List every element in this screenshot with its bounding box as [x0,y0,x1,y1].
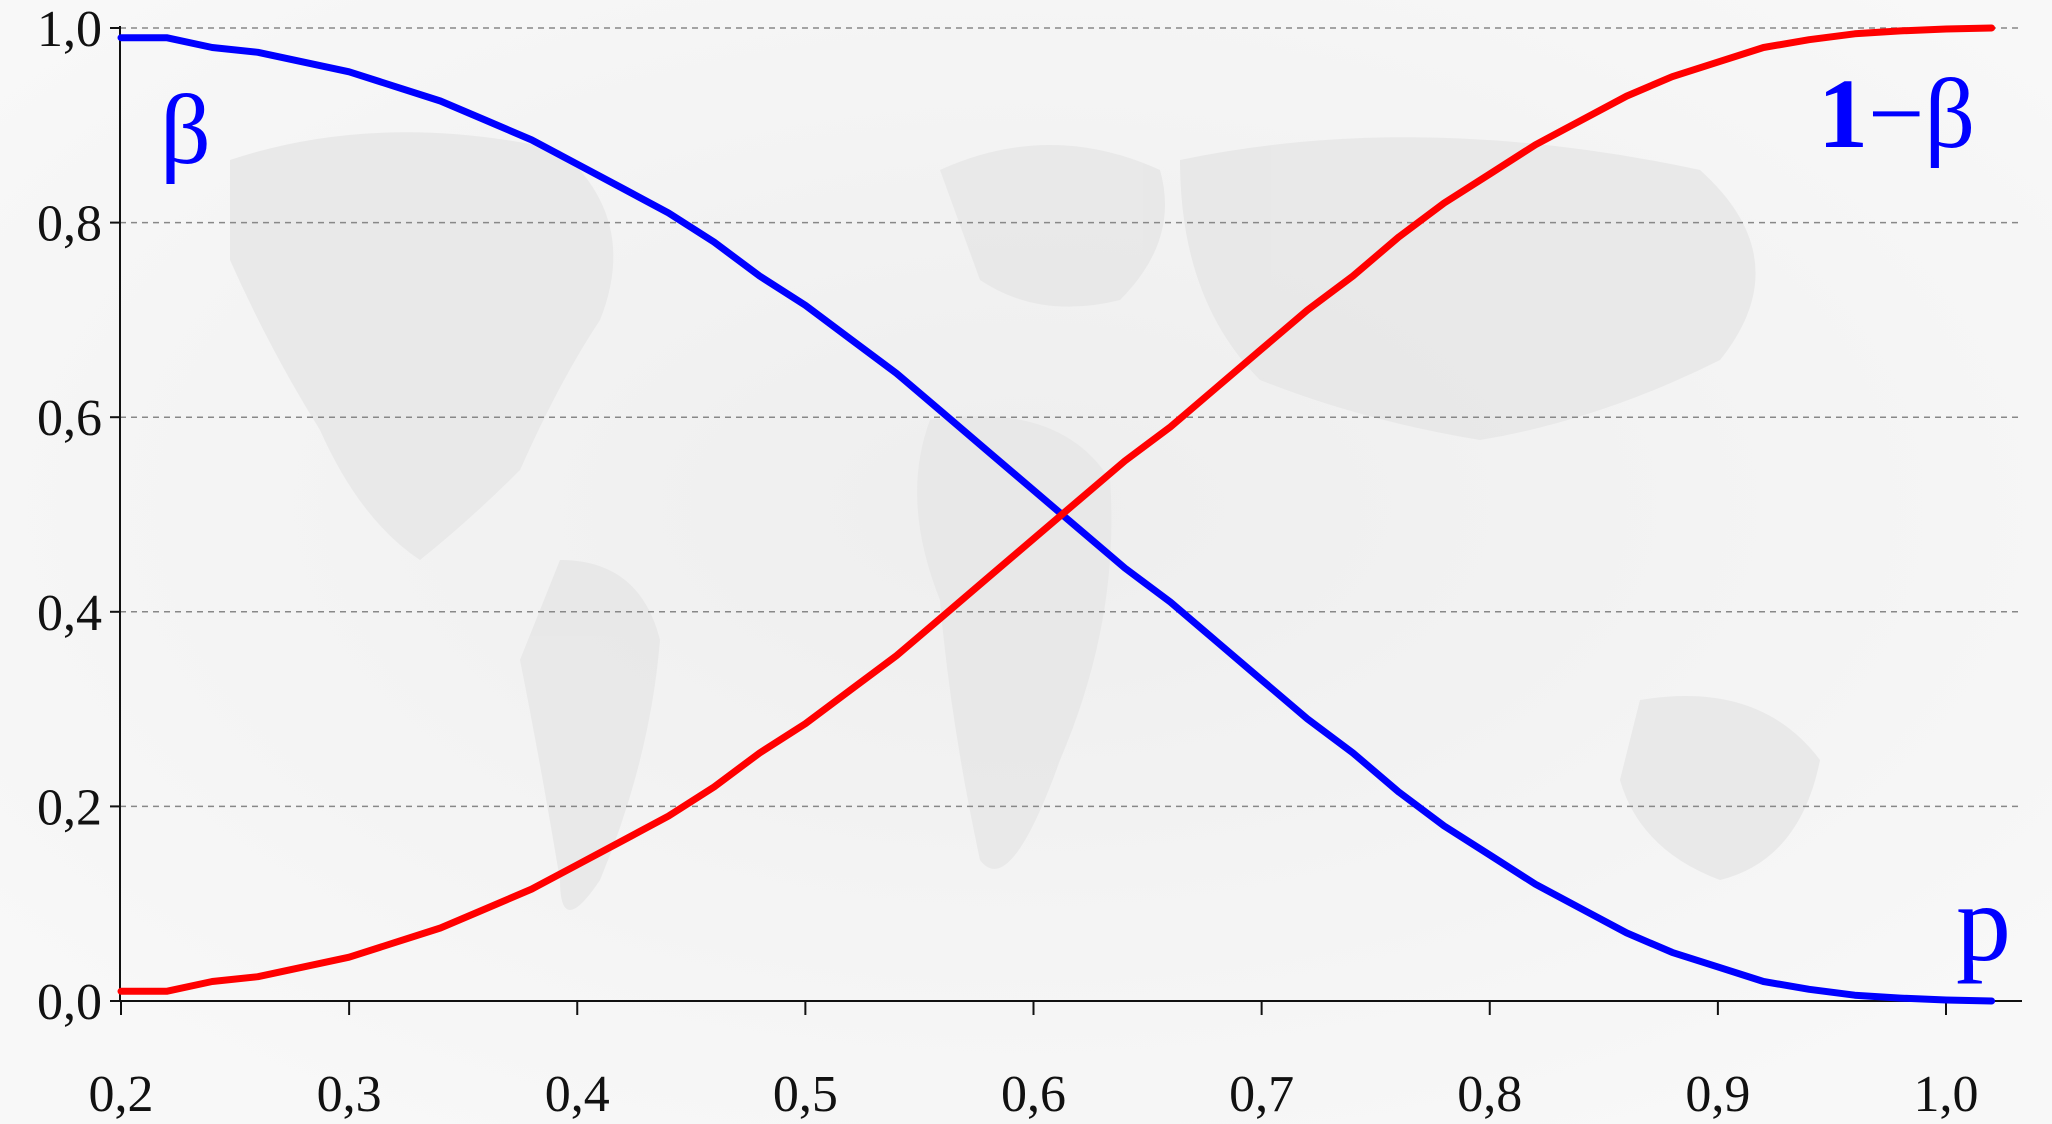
x-tick-label-6: 0,8 [1457,1066,1522,1123]
series-line-beta [117,34,1996,1005]
y-tick-label-5: 1,0 [37,1,102,58]
x-tick-label-2: 0,4 [545,1066,610,1123]
series-layer [117,24,1996,1005]
x-tick-label-3: 0,5 [773,1066,838,1123]
x-axis-ticks: 0,2 0,3 0,4 0,5 0,6 0,7 0,8 0,9 1,0 [89,1001,1979,1123]
x-tick-label-5: 0,7 [1229,1066,1294,1123]
grid-lines [120,27,2022,808]
beta-label: β [160,74,211,185]
x-tick-label-4: 0,6 [1001,1066,1066,1123]
axes [119,26,2022,1002]
y-tick-label-1: 0,2 [37,779,102,836]
x-tick-label-7: 0,9 [1685,1066,1750,1123]
y-axis-ticks: 0,0 0,2 0,4 0,6 0,8 1,0 [37,1,120,1031]
x-tick-label-0: 0,2 [89,1066,154,1123]
x-tick-label-1: 0,3 [317,1066,382,1123]
y-tick-label-2: 0,4 [37,585,102,642]
series-line-one_minus_beta [117,24,1996,995]
y-tick-label-4: 0,8 [37,196,102,253]
x-tick-label-8: 1,0 [1914,1066,1979,1123]
p-label: p [1956,862,2011,984]
one-minus-beta-label: 1−β [1818,58,1975,169]
world-map-watermark [230,132,1820,910]
y-tick-label-3: 0,6 [37,390,102,447]
one-minus-beta-label-one: 1 [1818,58,1868,169]
y-tick-label-0: 0,0 [37,974,102,1031]
one-minus-beta-label-rest: −β [1868,58,1975,169]
